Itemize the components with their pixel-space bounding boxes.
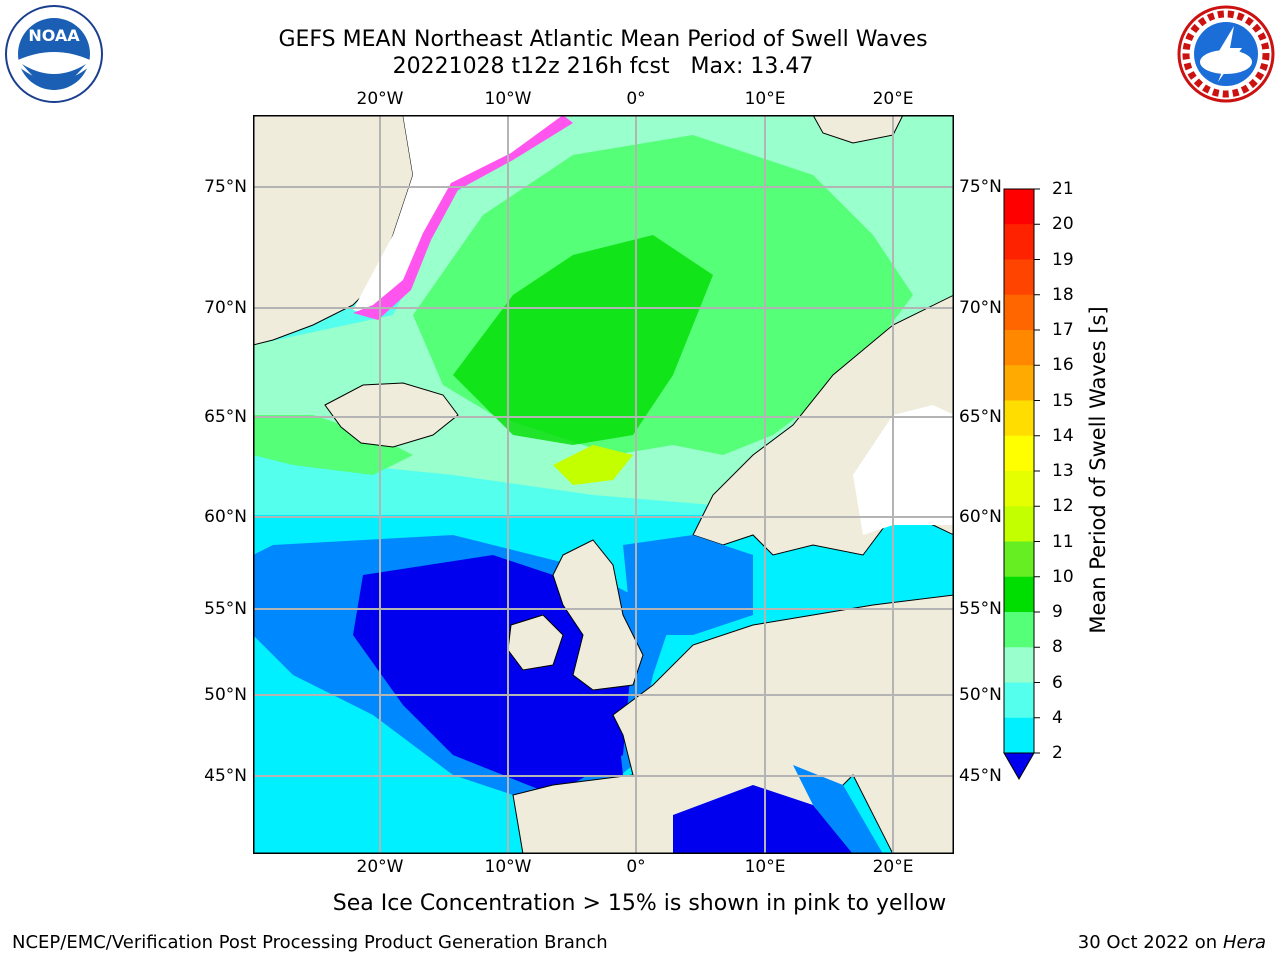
swell-band-green2 <box>453 235 713 445</box>
lat-label-left: 55°N <box>204 599 247 619</box>
colorbar-tick-label: 19 <box>1052 249 1074 270</box>
svg-text:NOAA: NOAA <box>28 26 80 45</box>
colorbar-extension <box>1003 752 1035 781</box>
credit-host: Hera <box>1222 932 1266 953</box>
north-sea-water <box>623 535 753 635</box>
svalbard-land <box>812 115 904 144</box>
lon-label-bottom: 20°E <box>872 857 914 877</box>
colorbar-tick-label: 4 <box>1052 707 1063 728</box>
lon-label-top: 10°E <box>744 89 786 109</box>
sea-ice-edge <box>353 115 573 320</box>
iceland-land <box>324 382 459 448</box>
britain-land <box>552 539 644 691</box>
colorbar-segment <box>1004 612 1034 648</box>
credit-date: 30 Oct 2022 on Hera <box>1078 932 1266 953</box>
colorbar-segment <box>1004 541 1034 578</box>
colorbar-segment <box>1004 682 1034 719</box>
lat-label-right: 50°N <box>959 685 1002 705</box>
lat-label-right: 60°N <box>959 507 1002 527</box>
swell-band-yellow <box>553 445 633 485</box>
lon-label-bottom: 10°E <box>744 857 786 877</box>
map-subtitle: 20221028 t12z 216h fcst Max: 13.47 <box>392 54 814 79</box>
colorbar-segment <box>1004 576 1034 613</box>
map-title: GEFS MEAN Northeast Atlantic Mean Period… <box>278 27 928 52</box>
colorbar-tick-label: 20 <box>1052 214 1074 235</box>
sea-ice-footnote: Sea Ice Concentration > 15% is shown in … <box>332 891 947 916</box>
colorbar-tick-label: 16 <box>1052 355 1074 376</box>
colorbar <box>1003 188 1040 781</box>
credit-date-text: 30 Oct 2022 on <box>1077 932 1223 953</box>
colorbar-segment <box>1004 506 1034 542</box>
colorbar-tick-label: 18 <box>1052 284 1074 305</box>
colorbar-tick-label: 21 <box>1052 179 1074 199</box>
lon-label-bottom: 20°W <box>356 857 404 877</box>
lat-label-left: 50°N <box>204 685 247 705</box>
colorbar-tick-label: 12 <box>1052 496 1074 517</box>
lon-label-top: 0° <box>626 89 646 109</box>
noaa-logo: NOAA <box>5 5 103 103</box>
lat-label-right: 65°N <box>959 407 1002 427</box>
sea-ice-greenland <box>353 115 563 315</box>
colorbar-tick-label: 6 <box>1052 672 1063 693</box>
colorbar-tick-label: 15 <box>1052 390 1074 411</box>
colorbar-segment <box>1004 365 1034 401</box>
swell-band-bay <box>493 675 623 775</box>
lon-label-top: 10°W <box>484 89 532 109</box>
lat-label-right: 55°N <box>959 599 1002 619</box>
colorbar-segment <box>1004 189 1034 225</box>
colorbar-tick-label: 14 <box>1052 425 1074 446</box>
nws-logo <box>1177 5 1275 103</box>
lat-label-right: 75°N <box>959 177 1002 197</box>
colorbar-segment <box>1004 259 1034 296</box>
baltic-water <box>853 405 954 535</box>
lon-label-bottom: 10°W <box>484 857 532 877</box>
colorbar-segments <box>1003 188 1035 781</box>
colorbar-tick-label: 10 <box>1052 566 1074 587</box>
colorbar-segment <box>1004 717 1034 754</box>
lat-label-left: 70°N <box>204 298 247 318</box>
colorbar-tick-label: 9 <box>1052 602 1063 622</box>
map-panel <box>253 115 954 854</box>
colorbar-segment <box>1004 330 1034 366</box>
colorbar-segment <box>1004 294 1034 331</box>
lon-label-top: 20°E <box>872 89 914 109</box>
colorbar-segment <box>1004 400 1034 437</box>
lon-label-bottom: 0° <box>626 857 646 877</box>
lon-label-top: 20°W <box>356 89 404 109</box>
colorbar-tick-label: 8 <box>1052 637 1063 658</box>
lat-label-left: 75°N <box>204 177 247 197</box>
colorbar-segment <box>1004 471 1034 507</box>
colorbar-tick-label: 13 <box>1052 461 1074 481</box>
colorbar-tick-label: 11 <box>1052 531 1074 552</box>
colorbar-segment <box>1004 647 1034 683</box>
mediterranean-water <box>673 785 853 854</box>
swell-band-west <box>253 415 413 475</box>
lat-label-left: 45°N <box>204 766 247 786</box>
lat-label-left: 60°N <box>204 507 247 527</box>
colorbar-segment <box>1004 435 1034 472</box>
colorbar-segment <box>1004 224 1034 260</box>
colorbar-tick-label: 17 <box>1052 320 1074 340</box>
colorbar-label: Mean Period of Swell Waves [s] <box>1086 306 1110 634</box>
colorbar-tick-label: 2 <box>1052 743 1063 763</box>
adriatic-water <box>793 765 883 854</box>
graticule <box>253 115 954 854</box>
lat-label-right: 70°N <box>959 298 1002 318</box>
credit-branch: NCEP/EMC/Verification Post Processing Pr… <box>12 932 608 953</box>
lat-label-right: 45°N <box>959 766 1002 786</box>
lat-label-left: 65°N <box>204 407 247 427</box>
